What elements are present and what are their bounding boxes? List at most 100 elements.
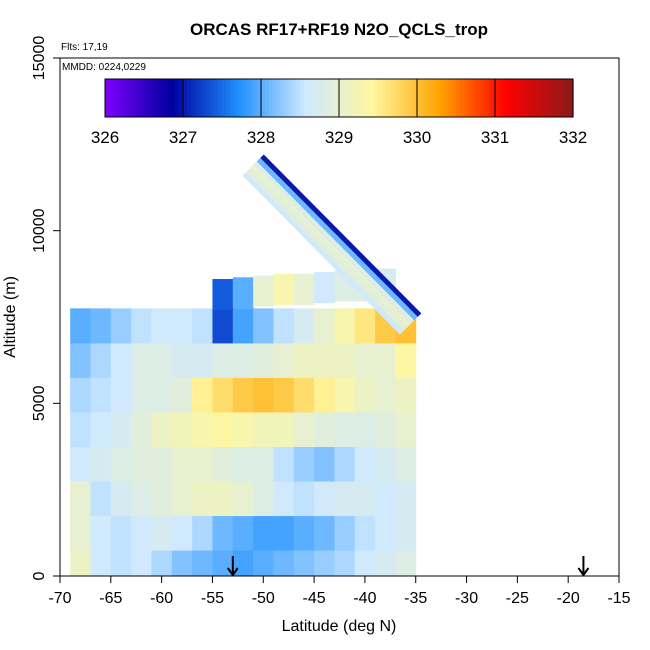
- y-tick-label: 15000: [31, 36, 48, 81]
- heat-cell: [151, 481, 173, 517]
- heat-cell: [90, 446, 112, 482]
- colorbar-swatch: [506, 79, 512, 117]
- colorbar-swatch: [405, 79, 410, 117]
- heat-cell: [90, 411, 112, 447]
- heat-cell: [192, 481, 213, 517]
- heat-cell: [395, 411, 417, 447]
- arrow-head: [226, 567, 239, 577]
- heat-cell: [314, 550, 335, 576]
- colorbar-swatch: [124, 79, 129, 117]
- heat-cell: [253, 446, 274, 482]
- colorbar-swatch: [452, 79, 457, 117]
- heat-cell: [253, 411, 274, 447]
- slant-leg-band: [256, 158, 418, 321]
- upper-leg-cell: [253, 275, 274, 307]
- colorbar-swatch: [389, 79, 395, 117]
- x-tick-label: -25: [506, 590, 529, 607]
- heat-cell: [375, 550, 396, 576]
- heat-cell: [232, 515, 254, 551]
- colorbar-swatch: [198, 79, 204, 117]
- heat-cell: [171, 411, 193, 447]
- colorbar-swatch: [167, 79, 172, 117]
- heat-cell: [273, 515, 295, 551]
- colorbar-swatch: [253, 79, 258, 117]
- colorbar-swatch: [284, 79, 289, 117]
- slant-leg-band: [242, 172, 404, 335]
- colorbar-swatch: [475, 79, 480, 117]
- heat-cell: [273, 308, 295, 344]
- heat-cell: [354, 377, 376, 413]
- colorbar-swatch: [518, 79, 523, 117]
- colorbar-swatch: [300, 79, 305, 117]
- heat-cell: [334, 515, 356, 551]
- flights-note: Flts: 17,19: [61, 42, 108, 53]
- heat-cell: [110, 550, 132, 576]
- colorbar-swatch: [183, 79, 188, 117]
- heat-cell: [375, 481, 396, 517]
- colorbar-swatch: [171, 79, 176, 117]
- colorbar-swatch: [292, 79, 297, 117]
- heat-cell: [151, 342, 173, 378]
- heat-cell: [375, 377, 396, 413]
- heat-cell: [131, 550, 152, 576]
- x-tick-label: -20: [557, 590, 580, 607]
- colorbar-swatch: [530, 79, 535, 117]
- heat-cell: [90, 342, 112, 378]
- colorbar-tick-label: 326: [91, 128, 119, 147]
- slant-leg-band: [246, 168, 408, 331]
- heat-cell: [375, 342, 396, 378]
- y-axis-label: Altitude (m): [2, 276, 19, 358]
- heat-cell: [273, 446, 295, 482]
- heat-cell: [131, 308, 152, 344]
- colorbar-swatch: [346, 79, 352, 117]
- colorbar-swatch: [202, 79, 207, 117]
- colorbar-swatch: [276, 79, 282, 117]
- x-tick-label: -60: [150, 590, 173, 607]
- heat-cell: [171, 481, 193, 517]
- heat-cell: [354, 481, 376, 517]
- colorbar-swatch: [534, 79, 539, 117]
- heat-cell: [354, 515, 376, 551]
- colorbar-swatch: [233, 79, 239, 117]
- heat-cell: [90, 515, 112, 551]
- colorbar-swatch: [569, 79, 574, 117]
- heat-cell: [375, 446, 396, 482]
- colorbar-swatch: [245, 79, 250, 117]
- heat-cell: [192, 550, 213, 576]
- heat-cell: [273, 550, 295, 576]
- heat-cell: [151, 446, 173, 482]
- colorbar-swatch: [296, 79, 301, 117]
- heat-cell: [314, 342, 335, 378]
- heat-cell: [273, 377, 295, 413]
- colorbar-swatch: [179, 79, 184, 117]
- y-tick-label: 5000: [31, 385, 48, 421]
- colorbar-swatch: [303, 79, 309, 117]
- colorbar-swatch: [190, 79, 196, 117]
- colorbar-swatch: [132, 79, 137, 117]
- colorbar-swatch: [272, 79, 278, 117]
- heat-cell: [131, 446, 152, 482]
- colorbar-swatch: [319, 79, 324, 117]
- heat-cell: [171, 446, 193, 482]
- heat-cell: [70, 446, 91, 482]
- colorbar-swatch: [491, 79, 496, 117]
- colorbar-swatch: [366, 79, 371, 117]
- heat-cell: [334, 411, 356, 447]
- heat-cell: [151, 377, 173, 413]
- heat-cell: [171, 308, 193, 344]
- heat-cell: [192, 342, 213, 378]
- heat-cell: [395, 342, 417, 378]
- heat-cell: [314, 411, 335, 447]
- heat-cell: [110, 411, 132, 447]
- colorbar-swatch: [545, 79, 551, 117]
- heat-cell: [70, 515, 91, 551]
- colorbar-swatch: [417, 79, 422, 117]
- heat-cell: [395, 446, 417, 482]
- heat-cell: [70, 308, 91, 344]
- colorbar-swatch: [487, 79, 492, 117]
- colorbar-swatch: [526, 79, 531, 117]
- colorbar-swatch: [557, 79, 562, 117]
- colorbar-swatch: [459, 79, 465, 117]
- slant-leg-band: [249, 165, 411, 328]
